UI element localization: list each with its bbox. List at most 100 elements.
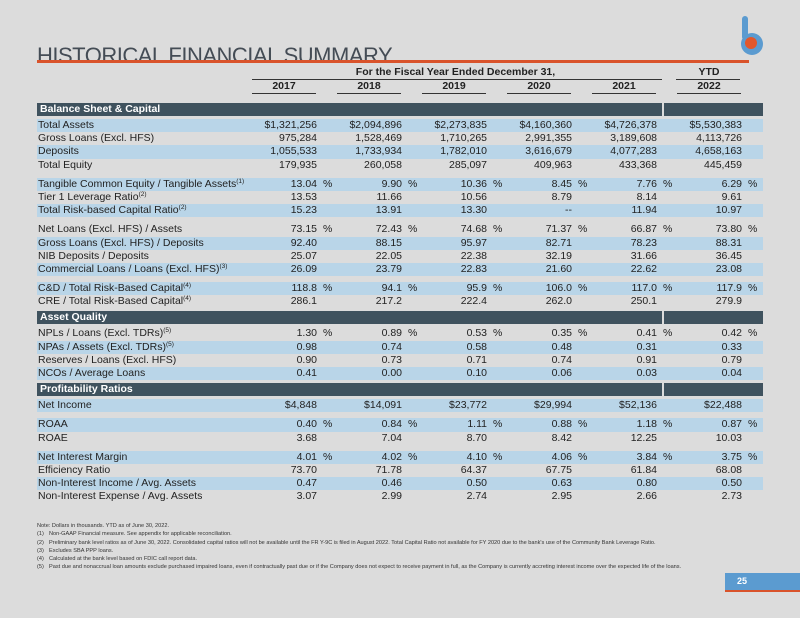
value-cell-2018: 71.78	[334, 464, 419, 477]
value-cell-2019: 8.70	[419, 432, 504, 445]
percent-sign	[742, 250, 759, 263]
value: 0.74	[381, 340, 402, 353]
value-cell-2019: 1,710,265	[419, 132, 504, 145]
row-label-text: NCOs / Average Loans	[38, 367, 146, 379]
percent-sign: %	[323, 223, 333, 236]
percent-sign	[572, 432, 589, 445]
value: 66.87	[630, 223, 657, 236]
table-row: NPAs / Assets (Excl. TDRs)(5) 0.98 0.74 0.5…	[37, 340, 763, 354]
percent-sign	[742, 132, 759, 145]
value-cell-2018: 0.46	[334, 477, 419, 490]
percent-sign	[657, 237, 674, 250]
percent-sign	[657, 490, 674, 503]
value-cell-2019: 22.83	[419, 263, 504, 276]
table-row: Reserves / Loans (Excl. HFS) 0.90 0.73 0.71…	[37, 354, 763, 367]
ytd-underline	[676, 79, 740, 80]
row-label: ROAA	[37, 418, 249, 431]
value-cell-2021: 3.84%	[589, 451, 674, 464]
value: 95.97	[460, 236, 487, 249]
value: $14,091	[364, 399, 402, 412]
row-label-text: Non-Interest Expense / Avg. Assets	[38, 490, 203, 503]
table-row: Efficiency Ratio 73.70 71.78 64.37 67.75 61.8…	[37, 464, 763, 477]
percent-sign	[657, 145, 674, 158]
value: 10.56	[460, 190, 487, 203]
percent-sign	[572, 399, 589, 412]
row-label-text: Commercial Loans / Loans (Excl. HFS)	[38, 262, 220, 275]
value-cell-2022: 0.33	[674, 341, 759, 354]
footnote-ref: (2)	[178, 204, 187, 212]
percent-sign	[402, 237, 419, 250]
value-cell-2021: 78.23	[589, 237, 674, 250]
row-label: Total Assets	[37, 119, 249, 132]
percent-sign	[317, 354, 334, 367]
value: 1,055,533	[270, 145, 317, 158]
value: 4,658,163	[695, 145, 742, 158]
percent-sign: %	[408, 177, 418, 190]
value: $52,136	[619, 399, 657, 412]
value: 23.08	[715, 262, 742, 275]
percent-sign	[402, 263, 419, 276]
value-cell-2021: 3,189,608	[589, 132, 674, 145]
percent-sign: %	[578, 282, 588, 295]
percent-sign	[487, 341, 504, 354]
footnote: (3) Excludes SBA PPP loans.	[37, 547, 697, 555]
value: 12.25	[630, 431, 657, 444]
table-row: Commercial Loans / Loans (Excl. HFS)(3) 2…	[37, 262, 763, 277]
value: 1.11	[467, 418, 487, 431]
value-cell-2022: 10.03	[674, 432, 759, 445]
year-label-2017: 2017	[272, 80, 296, 92]
percent-sign	[317, 464, 334, 477]
row-label-text: Total Assets	[38, 119, 95, 131]
percent-sign	[742, 295, 759, 308]
table-row: ROAA 0.40% 0.84% 1.11% 0.88% 1.18% 0.87%	[37, 418, 763, 432]
value: 8.79	[551, 190, 572, 203]
value: 1,733,934	[355, 145, 402, 158]
percent-sign: %	[663, 327, 673, 340]
value-cell-2019: 95.9%	[419, 282, 504, 295]
value: 2.99	[381, 490, 402, 503]
percent-sign	[657, 191, 674, 204]
row-label-text: NIB Deposits / Deposits	[38, 249, 149, 262]
percent-sign	[317, 399, 334, 412]
value-cell-2019: $23,772	[419, 399, 504, 412]
value: 117.0	[631, 282, 658, 295]
value: 0.42	[721, 327, 742, 340]
row-label-text: Non-Interest Income / Avg. Assets	[38, 477, 196, 490]
footnote: (4) Calculated at the bank level based on…	[37, 555, 697, 563]
year-label-2022: 2022	[697, 80, 721, 92]
value-cell-2017: 4.01%	[249, 451, 334, 464]
value-cell-2021: 0.03	[589, 367, 674, 380]
footnote-ref: (5)	[165, 340, 174, 348]
table-row: Net Loans (Excl. HFS) / Assets 73.15% 72.4…	[37, 223, 763, 236]
value-cell-2018: 88.15	[334, 237, 419, 250]
percent-sign: %	[408, 450, 418, 463]
percent-sign	[742, 477, 759, 490]
row-label-text: Net Income	[38, 399, 92, 412]
row-label: Reserves / Loans (Excl. HFS)	[37, 354, 249, 367]
value: 22.05	[375, 249, 402, 262]
value-cell-2022: 4,113,726	[674, 132, 759, 145]
value: 0.73	[381, 353, 402, 366]
value: 2.73	[721, 490, 742, 503]
percent-sign	[742, 464, 759, 477]
value: $4,726,378	[604, 119, 657, 131]
percent-sign	[742, 237, 759, 250]
footnote: (1) Non-GAAP Financial measure. See appen…	[37, 530, 697, 538]
row-label: Tier 1 Leverage Ratio(2)	[37, 191, 249, 204]
value-cell-2019: 74.68%	[419, 223, 504, 236]
table-row: Net Income $4,848 $14,091 $23,772 $29,994 $52…	[37, 399, 763, 413]
value: $1,321,256	[264, 119, 317, 131]
percent-sign	[572, 263, 589, 276]
value: 1.18	[636, 418, 657, 431]
value-cell-2020: 8.45%	[504, 178, 589, 191]
percent-sign	[657, 159, 674, 172]
value: 0.87	[721, 418, 742, 431]
value-cell-2018: 1,528,469	[334, 132, 419, 145]
percent-sign	[317, 341, 334, 354]
percent-sign	[572, 145, 589, 158]
footnote-text: Preliminary bank level ratios as of June…	[49, 539, 656, 546]
footnote-text: Calculated at the bank level based on FD…	[49, 556, 198, 563]
row-label: Net Interest Margin	[37, 451, 249, 464]
percent-sign	[572, 250, 589, 263]
value-cell-2018: 260,058	[334, 159, 419, 172]
